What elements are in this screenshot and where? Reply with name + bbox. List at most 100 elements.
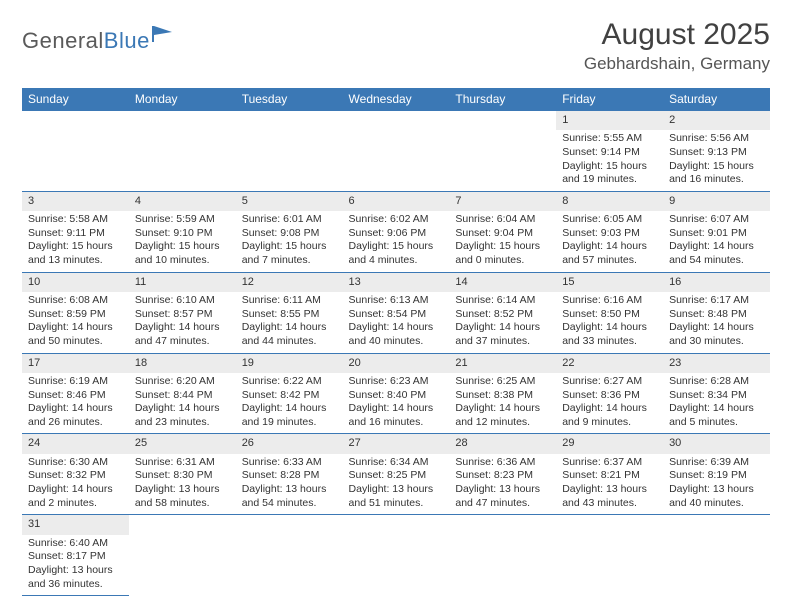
logo: GeneralBlue bbox=[22, 18, 174, 52]
daylight-text-2: and 57 minutes. bbox=[562, 254, 657, 268]
daylight-text-2: and 44 minutes. bbox=[242, 335, 337, 349]
daylight-text-2: and 33 minutes. bbox=[562, 335, 657, 349]
calendar-day-cell bbox=[236, 111, 343, 191]
calendar-day-cell: 11Sunrise: 6:10 AMSunset: 8:57 PMDayligh… bbox=[129, 272, 236, 353]
day-details: Sunrise: 6:31 AMSunset: 8:30 PMDaylight:… bbox=[129, 454, 236, 515]
sunrise-text: Sunrise: 6:30 AM bbox=[28, 456, 123, 470]
col-header: Tuesday bbox=[236, 88, 343, 111]
day-details: Sunrise: 5:58 AMSunset: 9:11 PMDaylight:… bbox=[22, 211, 129, 272]
calendar-day-cell: 21Sunrise: 6:25 AMSunset: 8:38 PMDayligh… bbox=[449, 353, 556, 434]
sunrise-text: Sunrise: 5:56 AM bbox=[669, 132, 764, 146]
daylight-text-2: and 19 minutes. bbox=[562, 173, 657, 187]
sunrise-text: Sunrise: 6:17 AM bbox=[669, 294, 764, 308]
day-number: 9 bbox=[663, 192, 770, 211]
day-details: Sunrise: 6:19 AMSunset: 8:46 PMDaylight:… bbox=[22, 373, 129, 434]
sunset-text: Sunset: 8:28 PM bbox=[242, 469, 337, 483]
sunset-text: Sunset: 8:17 PM bbox=[28, 550, 123, 564]
day-details: Sunrise: 6:20 AMSunset: 8:44 PMDaylight:… bbox=[129, 373, 236, 434]
day-number: 16 bbox=[663, 273, 770, 292]
calendar-day-cell: 18Sunrise: 6:20 AMSunset: 8:44 PMDayligh… bbox=[129, 353, 236, 434]
sunrise-text: Sunrise: 5:59 AM bbox=[135, 213, 230, 227]
daylight-text-1: Daylight: 15 hours bbox=[562, 160, 657, 174]
day-number: 22 bbox=[556, 354, 663, 373]
calendar-day-cell: 2Sunrise: 5:56 AMSunset: 9:13 PMDaylight… bbox=[663, 111, 770, 191]
day-details: Sunrise: 6:40 AMSunset: 8:17 PMDaylight:… bbox=[22, 535, 129, 596]
sunrise-text: Sunrise: 6:23 AM bbox=[349, 375, 444, 389]
day-number: 19 bbox=[236, 354, 343, 373]
day-number: 31 bbox=[22, 515, 129, 534]
sunset-text: Sunset: 8:34 PM bbox=[669, 389, 764, 403]
day-number: 27 bbox=[343, 434, 450, 453]
day-details: Sunrise: 6:07 AMSunset: 9:01 PMDaylight:… bbox=[663, 211, 770, 272]
col-header: Thursday bbox=[449, 88, 556, 111]
day-number: 5 bbox=[236, 192, 343, 211]
day-details: Sunrise: 6:36 AMSunset: 8:23 PMDaylight:… bbox=[449, 454, 556, 515]
sunset-text: Sunset: 8:44 PM bbox=[135, 389, 230, 403]
day-number: 10 bbox=[22, 273, 129, 292]
sunrise-text: Sunrise: 6:13 AM bbox=[349, 294, 444, 308]
calendar-week-row: 31Sunrise: 6:40 AMSunset: 8:17 PMDayligh… bbox=[22, 515, 770, 596]
sunrise-text: Sunrise: 6:14 AM bbox=[455, 294, 550, 308]
day-details: Sunrise: 5:55 AMSunset: 9:14 PMDaylight:… bbox=[556, 130, 663, 191]
daylight-text-1: Daylight: 14 hours bbox=[669, 240, 764, 254]
sunset-text: Sunset: 8:25 PM bbox=[349, 469, 444, 483]
calendar-day-cell: 15Sunrise: 6:16 AMSunset: 8:50 PMDayligh… bbox=[556, 272, 663, 353]
calendar-day-cell: 19Sunrise: 6:22 AMSunset: 8:42 PMDayligh… bbox=[236, 353, 343, 434]
calendar-day-cell: 7Sunrise: 6:04 AMSunset: 9:04 PMDaylight… bbox=[449, 191, 556, 272]
calendar-day-cell: 20Sunrise: 6:23 AMSunset: 8:40 PMDayligh… bbox=[343, 353, 450, 434]
sunrise-text: Sunrise: 6:20 AM bbox=[135, 375, 230, 389]
calendar-day-cell bbox=[449, 111, 556, 191]
day-details: Sunrise: 5:56 AMSunset: 9:13 PMDaylight:… bbox=[663, 130, 770, 191]
calendar-day-cell: 24Sunrise: 6:30 AMSunset: 8:32 PMDayligh… bbox=[22, 434, 129, 515]
daylight-text-1: Daylight: 13 hours bbox=[242, 483, 337, 497]
calendar-body: 1Sunrise: 5:55 AMSunset: 9:14 PMDaylight… bbox=[22, 111, 770, 596]
daylight-text-1: Daylight: 14 hours bbox=[455, 321, 550, 335]
daylight-text-2: and 51 minutes. bbox=[349, 497, 444, 511]
day-number: 8 bbox=[556, 192, 663, 211]
calendar-day-cell: 9Sunrise: 6:07 AMSunset: 9:01 PMDaylight… bbox=[663, 191, 770, 272]
sunrise-text: Sunrise: 6:11 AM bbox=[242, 294, 337, 308]
calendar-day-cell: 14Sunrise: 6:14 AMSunset: 8:52 PMDayligh… bbox=[449, 272, 556, 353]
day-details: Sunrise: 6:02 AMSunset: 9:06 PMDaylight:… bbox=[343, 211, 450, 272]
day-number: 29 bbox=[556, 434, 663, 453]
day-details: Sunrise: 6:10 AMSunset: 8:57 PMDaylight:… bbox=[129, 292, 236, 353]
sunrise-text: Sunrise: 6:16 AM bbox=[562, 294, 657, 308]
calendar-day-cell: 8Sunrise: 6:05 AMSunset: 9:03 PMDaylight… bbox=[556, 191, 663, 272]
day-details: Sunrise: 6:22 AMSunset: 8:42 PMDaylight:… bbox=[236, 373, 343, 434]
daylight-text-1: Daylight: 15 hours bbox=[669, 160, 764, 174]
daylight-text-2: and 40 minutes. bbox=[669, 497, 764, 511]
sunset-text: Sunset: 8:48 PM bbox=[669, 308, 764, 322]
sunrise-text: Sunrise: 5:58 AM bbox=[28, 213, 123, 227]
sunset-text: Sunset: 8:30 PM bbox=[135, 469, 230, 483]
day-details: Sunrise: 6:23 AMSunset: 8:40 PMDaylight:… bbox=[343, 373, 450, 434]
daylight-text-2: and 0 minutes. bbox=[455, 254, 550, 268]
day-details: Sunrise: 6:04 AMSunset: 9:04 PMDaylight:… bbox=[449, 211, 556, 272]
sunrise-text: Sunrise: 6:34 AM bbox=[349, 456, 444, 470]
day-number: 28 bbox=[449, 434, 556, 453]
sunset-text: Sunset: 9:06 PM bbox=[349, 227, 444, 241]
sunrise-text: Sunrise: 6:39 AM bbox=[669, 456, 764, 470]
daylight-text-1: Daylight: 14 hours bbox=[349, 321, 444, 335]
sunset-text: Sunset: 9:04 PM bbox=[455, 227, 550, 241]
calendar-day-cell bbox=[556, 515, 663, 596]
daylight-text-1: Daylight: 14 hours bbox=[349, 402, 444, 416]
day-number: 2 bbox=[663, 111, 770, 130]
sunrise-text: Sunrise: 6:10 AM bbox=[135, 294, 230, 308]
calendar-day-cell bbox=[343, 111, 450, 191]
sunrise-text: Sunrise: 6:19 AM bbox=[28, 375, 123, 389]
day-number: 13 bbox=[343, 273, 450, 292]
sunrise-text: Sunrise: 6:27 AM bbox=[562, 375, 657, 389]
sunrise-text: Sunrise: 6:07 AM bbox=[669, 213, 764, 227]
daylight-text-2: and 37 minutes. bbox=[455, 335, 550, 349]
daylight-text-2: and 54 minutes. bbox=[669, 254, 764, 268]
calendar-day-cell: 27Sunrise: 6:34 AMSunset: 8:25 PMDayligh… bbox=[343, 434, 450, 515]
calendar-day-cell: 6Sunrise: 6:02 AMSunset: 9:06 PMDaylight… bbox=[343, 191, 450, 272]
calendar-day-cell: 28Sunrise: 6:36 AMSunset: 8:23 PMDayligh… bbox=[449, 434, 556, 515]
daylight-text-2: and 12 minutes. bbox=[455, 416, 550, 430]
daylight-text-2: and 19 minutes. bbox=[242, 416, 337, 430]
day-number: 6 bbox=[343, 192, 450, 211]
calendar-day-cell: 29Sunrise: 6:37 AMSunset: 8:21 PMDayligh… bbox=[556, 434, 663, 515]
sunrise-text: Sunrise: 6:22 AM bbox=[242, 375, 337, 389]
location-subtitle: Gebhardshain, Germany bbox=[584, 54, 770, 74]
calendar-header-row: Sunday Monday Tuesday Wednesday Thursday… bbox=[22, 88, 770, 111]
